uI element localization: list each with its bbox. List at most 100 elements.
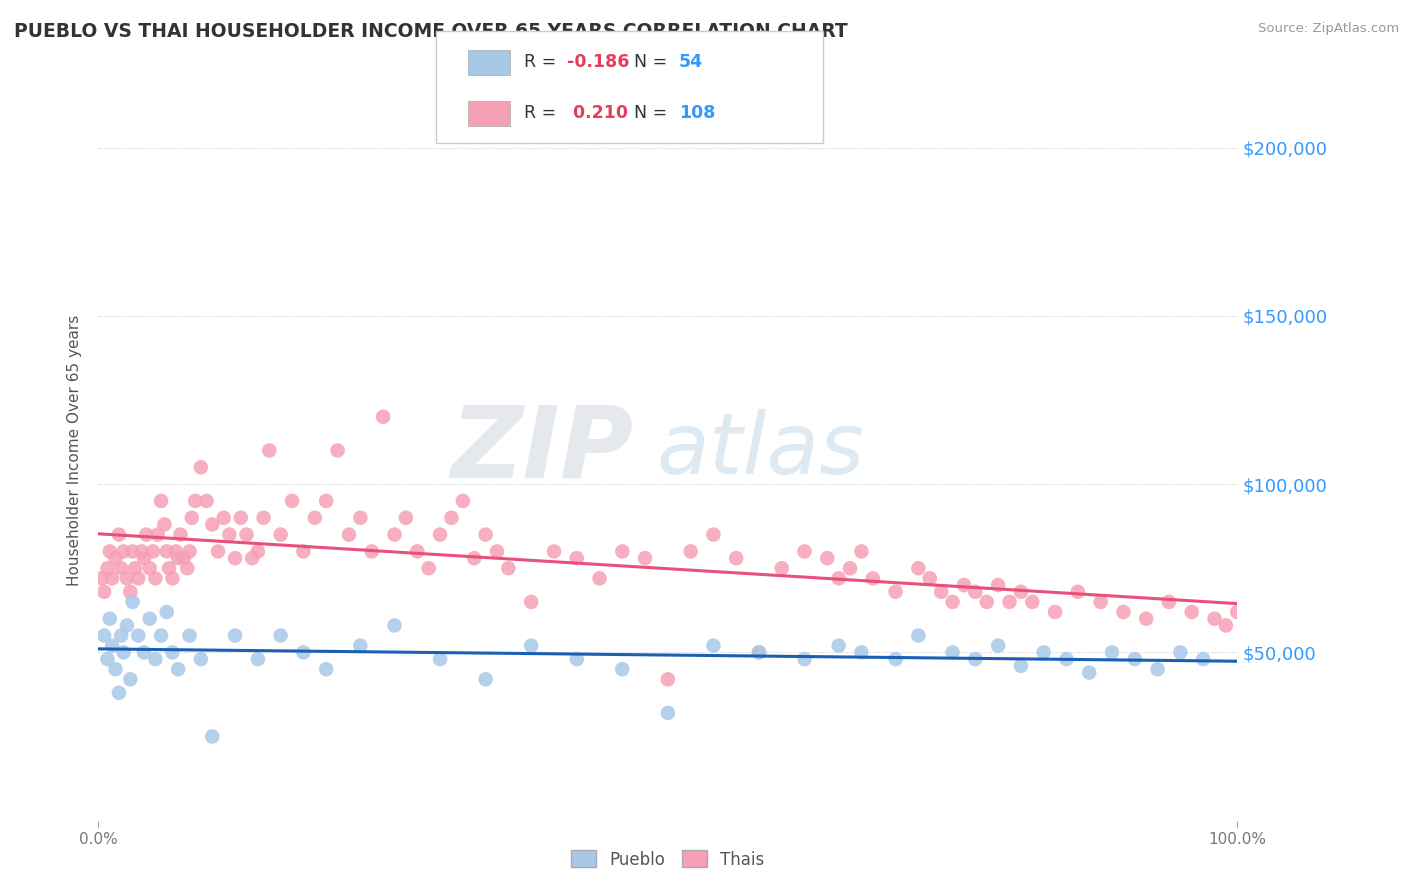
- Point: [1010, 658, 1032, 673]
- Point: [942, 645, 965, 659]
- Point: [157, 561, 180, 575]
- Point: [360, 544, 382, 558]
- Point: [131, 544, 153, 558]
- Point: [138, 561, 160, 575]
- Point: [156, 544, 179, 558]
- Point: [304, 510, 326, 524]
- Text: 108: 108: [679, 104, 716, 122]
- Point: [150, 494, 173, 508]
- Point: [127, 628, 149, 642]
- Point: [115, 618, 138, 632]
- Point: [395, 510, 418, 524]
- Point: [142, 544, 165, 558]
- Point: [612, 544, 634, 558]
- Point: [162, 645, 184, 659]
- Point: [884, 584, 907, 599]
- Point: [246, 544, 269, 558]
- Point: [180, 510, 202, 524]
- Point: [315, 662, 337, 676]
- Point: [292, 645, 315, 659]
- Point: [195, 494, 218, 508]
- Point: [1204, 612, 1226, 626]
- Text: N =: N =: [623, 104, 672, 122]
- Point: [124, 561, 146, 575]
- Point: [907, 628, 929, 642]
- Point: [127, 571, 149, 585]
- Point: [96, 561, 118, 575]
- Point: [862, 571, 884, 585]
- Text: ZIP: ZIP: [451, 402, 634, 499]
- Point: [93, 584, 115, 599]
- Point: [1157, 595, 1180, 609]
- Point: [190, 652, 212, 666]
- Point: [132, 551, 155, 566]
- Point: [110, 561, 132, 575]
- Point: [987, 639, 1010, 653]
- Point: [165, 544, 187, 558]
- Point: [224, 628, 246, 642]
- Point: [104, 551, 127, 566]
- Point: [138, 612, 160, 626]
- Point: [987, 578, 1010, 592]
- Point: [212, 510, 235, 524]
- Point: [384, 618, 406, 632]
- Point: [145, 652, 167, 666]
- Point: [108, 527, 131, 541]
- Point: [839, 561, 862, 575]
- Point: [942, 595, 965, 609]
- Point: [1056, 652, 1078, 666]
- Point: [315, 494, 337, 508]
- Point: [349, 510, 371, 524]
- Point: [429, 652, 451, 666]
- Point: [965, 584, 987, 599]
- Point: [451, 494, 474, 508]
- Point: [793, 652, 815, 666]
- Point: [179, 544, 201, 558]
- Point: [110, 628, 132, 642]
- Point: [337, 527, 360, 541]
- Point: [406, 544, 429, 558]
- Point: [520, 595, 543, 609]
- Point: [93, 628, 115, 642]
- Point: [179, 628, 201, 642]
- Text: N =: N =: [623, 54, 672, 71]
- Point: [96, 652, 118, 666]
- Point: [121, 595, 143, 609]
- Point: [612, 662, 634, 676]
- Point: [229, 510, 252, 524]
- Point: [1192, 652, 1215, 666]
- Point: [1021, 595, 1043, 609]
- Point: [135, 527, 157, 541]
- Point: [918, 571, 941, 585]
- Point: [1101, 645, 1123, 659]
- Point: [112, 544, 135, 558]
- Point: [101, 571, 124, 585]
- Point: [770, 561, 793, 575]
- Text: 0.210: 0.210: [567, 104, 627, 122]
- Point: [965, 652, 987, 666]
- Point: [702, 527, 724, 541]
- Point: [1090, 595, 1112, 609]
- Point: [953, 578, 976, 592]
- Point: [150, 628, 173, 642]
- Text: atlas: atlas: [657, 409, 865, 492]
- Point: [167, 551, 190, 566]
- Point: [907, 561, 929, 575]
- Point: [176, 561, 198, 575]
- Point: [184, 494, 207, 508]
- Point: [1215, 618, 1237, 632]
- Point: [1181, 605, 1204, 619]
- Point: [153, 517, 176, 532]
- Point: [246, 652, 269, 666]
- Point: [851, 645, 873, 659]
- Point: [748, 645, 770, 659]
- Point: [162, 571, 184, 585]
- Point: [98, 544, 121, 558]
- Point: [520, 639, 543, 653]
- Point: [104, 662, 127, 676]
- Legend: Pueblo, Thais: Pueblo, Thais: [564, 844, 772, 875]
- Point: [429, 527, 451, 541]
- Point: [173, 551, 195, 566]
- Point: [657, 706, 679, 720]
- Point: [1112, 605, 1135, 619]
